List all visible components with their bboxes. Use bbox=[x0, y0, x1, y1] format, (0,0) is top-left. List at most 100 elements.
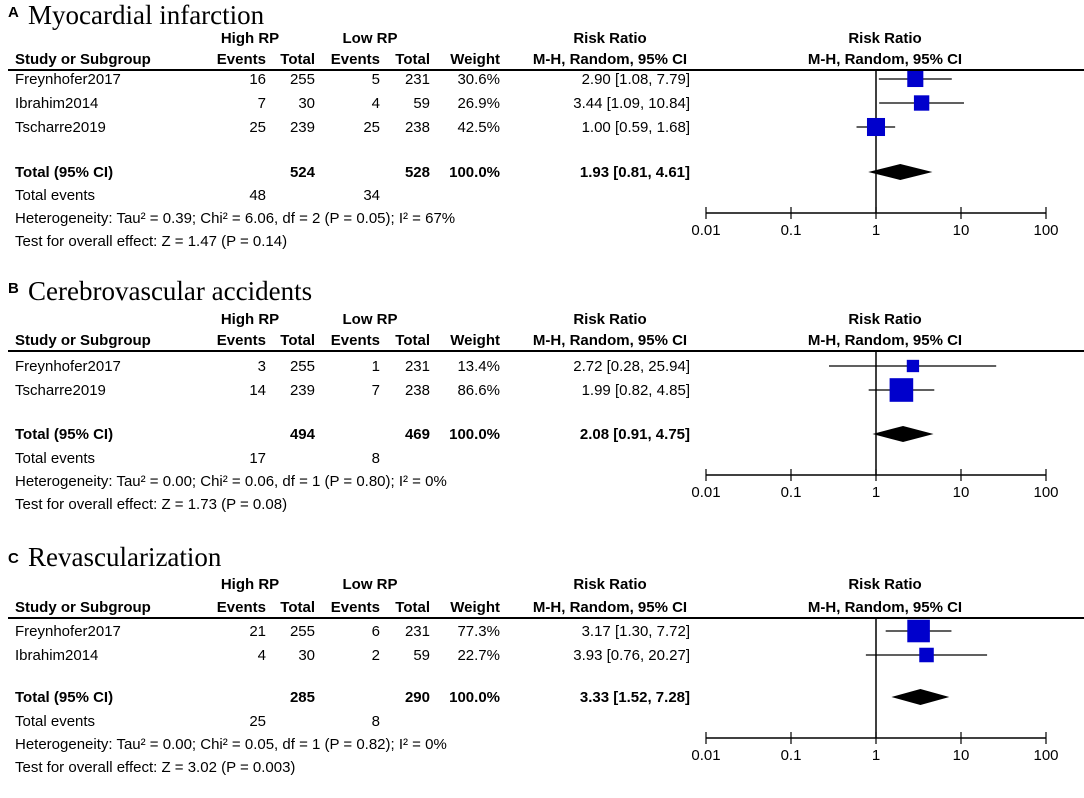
forest-plot-b: 0.01 0.1 1 10 100 bbox=[691, 351, 1059, 501]
x-tick-label: 10 bbox=[953, 484, 970, 501]
rr-header-top: Risk Ratio bbox=[573, 311, 647, 328]
study-total-1: 30 bbox=[298, 647, 315, 664]
study-name: Tscharre2019 bbox=[15, 119, 106, 136]
forest-plot-c: 0.01 0.1 1 10 100 bbox=[691, 618, 1059, 764]
x-tick-label: 0.01 bbox=[691, 747, 720, 764]
total-events-label: Total events bbox=[15, 713, 96, 730]
weight-header: Weight bbox=[450, 51, 500, 68]
study-total-2: 238 bbox=[404, 382, 430, 399]
pooled-diamond bbox=[868, 164, 933, 180]
group1-header: High RP bbox=[220, 30, 280, 47]
study-weight: 86.6% bbox=[457, 382, 500, 399]
study-events-1: 3 bbox=[257, 358, 266, 375]
plot-header-top: Risk Ratio bbox=[848, 576, 922, 593]
x-tick-label: 0.1 bbox=[781, 747, 802, 764]
panel-letter: C bbox=[8, 550, 19, 567]
overall-effect-text: Test for overall effect: Z = 1.73 (P = 0… bbox=[15, 496, 288, 513]
study-ci: 3.93 [0.76, 20.27] bbox=[573, 647, 690, 664]
study-total-1: 239 bbox=[289, 382, 315, 399]
weight-header: Weight bbox=[450, 599, 500, 616]
heterogeneity-text: Heterogeneity: Tau² = 0.00; Chi² = 0.05,… bbox=[15, 736, 447, 753]
effect-marker bbox=[907, 619, 930, 643]
total-row-ci: 1.93 [0.81, 4.61] bbox=[579, 164, 690, 181]
pooled-diamond bbox=[891, 689, 950, 705]
study-total-1: 30 bbox=[298, 95, 315, 112]
study-events-2: 5 bbox=[371, 71, 380, 88]
total-header: Total bbox=[280, 51, 315, 68]
study-ci: 1.00 [0.59, 1.68] bbox=[581, 119, 690, 136]
total-row-label: Total (95% CI) bbox=[15, 689, 114, 706]
study-total-2: 231 bbox=[404, 358, 430, 375]
total-header: Total bbox=[280, 599, 315, 616]
weight-header: Weight bbox=[450, 332, 500, 349]
plot-header-sub: M-H, Random, 95% CI bbox=[807, 51, 963, 68]
total-row-n1: 494 bbox=[289, 426, 315, 443]
x-tick-label: 1 bbox=[872, 747, 880, 764]
x-tick-label: 1 bbox=[872, 484, 880, 501]
rr-header-top: Risk Ratio bbox=[573, 576, 647, 593]
x-tick-label: 0.1 bbox=[781, 484, 802, 501]
total-row-weight: 100.0% bbox=[449, 164, 500, 181]
group2-header: Low RP bbox=[342, 30, 398, 47]
effect-marker bbox=[906, 359, 920, 373]
total-header: Total bbox=[280, 332, 315, 349]
total-row-n1: 285 bbox=[289, 689, 315, 706]
events-header: Events bbox=[330, 332, 380, 349]
events-header: Events bbox=[216, 332, 266, 349]
total-row-n2: 290 bbox=[404, 689, 430, 706]
study-column-header: Study or Subgroup bbox=[15, 51, 151, 68]
study-events-2: 7 bbox=[371, 382, 380, 399]
study-events-2: 25 bbox=[363, 119, 380, 136]
header-rule bbox=[8, 350, 1084, 352]
study-column-header: Study or Subgroup bbox=[15, 332, 151, 349]
study-total-1: 255 bbox=[289, 71, 315, 88]
x-tick-label: 0.01 bbox=[691, 484, 720, 501]
rr-header-sub: M-H, Random, 95% CI bbox=[532, 51, 688, 68]
overall-effect-text: Test for overall effect: Z = 1.47 (P = 0… bbox=[15, 233, 288, 250]
total-row-ci: 3.33 [1.52, 7.28] bbox=[579, 689, 690, 706]
total-events-1: 48 bbox=[249, 187, 266, 204]
study-events-2: 4 bbox=[371, 95, 380, 112]
total-events-2: 8 bbox=[371, 713, 380, 730]
x-tick-label: 100 bbox=[1033, 222, 1058, 239]
study-total-1: 255 bbox=[289, 623, 315, 640]
study-name: Freynhofer2017 bbox=[15, 623, 121, 640]
study-name: Ibrahim2014 bbox=[15, 647, 99, 664]
study-total-1: 239 bbox=[289, 119, 315, 136]
study-total-2: 59 bbox=[413, 647, 430, 664]
effect-marker bbox=[913, 95, 930, 111]
study-total-1: 255 bbox=[289, 358, 315, 375]
effect-marker bbox=[907, 70, 924, 88]
x-tick-label: 0.01 bbox=[691, 222, 720, 239]
effect-marker bbox=[866, 117, 886, 137]
panel-title: Cerebrovascular accidents bbox=[28, 276, 313, 306]
total-row-label: Total (95% CI) bbox=[15, 426, 114, 443]
total-row-n2: 469 bbox=[404, 426, 430, 443]
study-total-2: 231 bbox=[404, 71, 430, 88]
header-rule bbox=[8, 617, 1084, 619]
x-tick-label: 100 bbox=[1033, 484, 1058, 501]
study-events-2: 6 bbox=[371, 623, 380, 640]
plot-header-top: Risk Ratio bbox=[848, 311, 922, 328]
plot-header-sub: M-H, Random, 95% CI bbox=[807, 599, 963, 616]
heterogeneity-text: Heterogeneity: Tau² = 0.00; Chi² = 0.06,… bbox=[15, 473, 447, 490]
panel-letter: A bbox=[8, 4, 19, 21]
total-events-label: Total events bbox=[15, 187, 96, 204]
study-events-1: 16 bbox=[249, 71, 266, 88]
x-tick-label: 10 bbox=[953, 747, 970, 764]
study-name: Freynhofer2017 bbox=[15, 71, 121, 88]
study-ci: 3.44 [1.09, 10.84] bbox=[573, 95, 690, 112]
x-tick-label: 10 bbox=[953, 222, 970, 239]
total-row-label: Total (95% CI) bbox=[15, 164, 114, 181]
study-events-1: 7 bbox=[257, 95, 266, 112]
study-weight: 30.6% bbox=[457, 71, 500, 88]
heterogeneity-text: Heterogeneity: Tau² = 0.39; Chi² = 6.06,… bbox=[15, 210, 456, 227]
total-row-n1: 524 bbox=[289, 164, 315, 181]
x-tick-label: 100 bbox=[1033, 747, 1058, 764]
forest-panel-b: 0.01 0.1 1 10 100 B Cerebrovascular accident… bbox=[0, 276, 1084, 534]
total-events-label: Total events bbox=[15, 450, 96, 467]
total-events-1: 17 bbox=[249, 450, 266, 467]
plot-header-sub: M-H, Random, 95% CI bbox=[807, 332, 963, 349]
study-name: Ibrahim2014 bbox=[15, 95, 99, 112]
forest-plot-a: 0.01 0.1 1 10 100 bbox=[691, 70, 1059, 239]
